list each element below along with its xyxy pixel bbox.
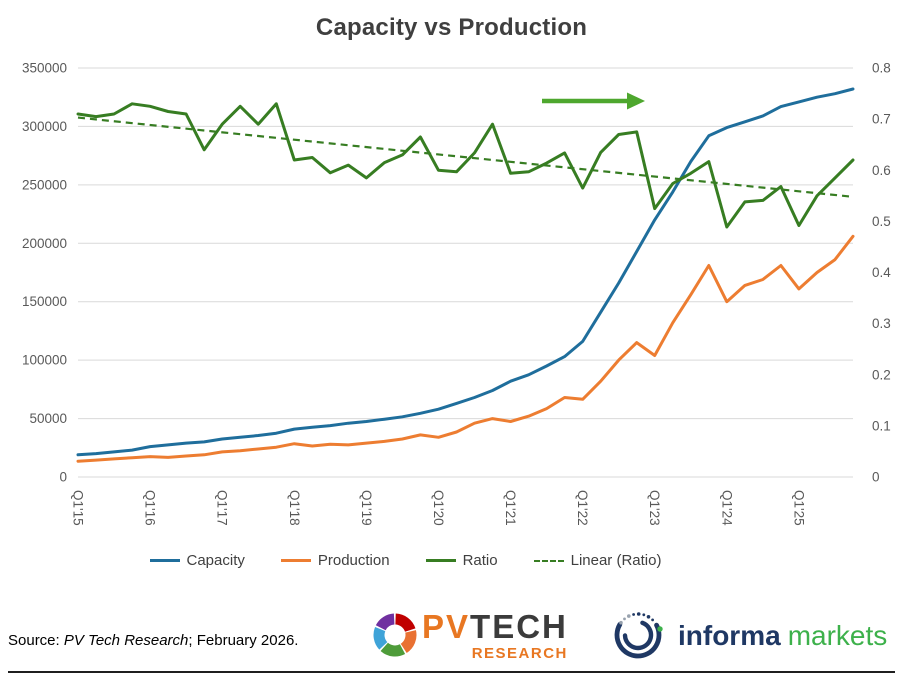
source-name: PV Tech Research xyxy=(63,632,189,649)
source-suffix: ; February 2026. xyxy=(188,632,299,649)
legend-item-ratio: Ratio xyxy=(425,552,498,569)
left-axis-tick-label: 50000 xyxy=(29,411,67,426)
legend-swatch-capacity xyxy=(149,559,180,562)
left-axis-tick-label: 150000 xyxy=(22,294,67,309)
x-axis-tick-label: Q1'15 xyxy=(71,490,86,526)
x-axis-tick-label: Q1'18 xyxy=(287,490,302,526)
source-prefix: Source: xyxy=(8,632,64,649)
pvtech-ring-segment xyxy=(375,613,395,631)
legend-label-capacity: Capacity xyxy=(186,552,245,569)
series-linear-ratio xyxy=(77,116,854,198)
legend-item-capacity: Capacity xyxy=(149,552,245,569)
x-axis-tick-label: Q1'24 xyxy=(719,490,734,526)
right-axis-tick-label: 0.2 xyxy=(872,367,891,382)
informa-dot xyxy=(632,613,635,616)
legend-swatch-ratio xyxy=(425,559,456,562)
informa-dot xyxy=(623,617,626,621)
chart-title: Capacity vs Production xyxy=(315,14,588,41)
pvtech-ring-segment xyxy=(373,626,388,650)
legend-item-production: Production xyxy=(280,552,390,569)
right-axis-tick-label: 0.8 xyxy=(872,61,891,76)
chart-legend: Capacity Production Ratio Linear (Ratio) xyxy=(0,552,857,569)
informa-dot xyxy=(646,615,651,619)
pvtech-tech-text: TECH xyxy=(470,608,568,645)
series-capacity xyxy=(76,87,855,457)
pvtech-ring-icon xyxy=(373,613,417,657)
series-production xyxy=(76,234,855,463)
legend-item-linear-ratio: Linear (Ratio) xyxy=(533,552,662,569)
pvtech-pv-text: PV xyxy=(422,608,471,645)
informa-outer-arc xyxy=(614,622,662,659)
informa-dot xyxy=(651,618,654,622)
x-axis-tick-label: Q1'16 xyxy=(143,490,158,526)
left-axis-tick-label: 0 xyxy=(59,470,67,485)
right-axis-tick-label: 0.5 xyxy=(872,214,891,229)
legend-label-production: Production xyxy=(317,552,390,569)
informa-text: informa xyxy=(678,620,781,651)
left-axis-tick-label: 250000 xyxy=(22,177,67,192)
left-axis-tick-label: 100000 xyxy=(22,353,67,368)
left-axis-tick-label: 350000 xyxy=(22,61,67,76)
markets-text: markets xyxy=(787,620,888,651)
source-note: Source: PV Tech Research; February 2026. xyxy=(8,632,298,649)
right-axis-tick-label: 0.4 xyxy=(872,265,891,280)
x-axis-tick-label: Q1'19 xyxy=(359,490,374,526)
informa-green-dot xyxy=(657,626,663,632)
informa-dot xyxy=(627,614,631,618)
pvtech-ring-segment xyxy=(394,613,416,633)
legend-swatch-linear-ratio xyxy=(533,559,564,562)
right-axis-tick-label: 0.1 xyxy=(872,418,891,433)
legend-label-linear-ratio: Linear (Ratio) xyxy=(570,552,662,569)
informa-dot xyxy=(636,612,641,616)
bottom-divider xyxy=(8,671,895,673)
x-axis-tick-label: Q1'17 xyxy=(215,490,230,526)
left-axis-tick-label: 300000 xyxy=(22,119,67,134)
x-axis-tick-label: Q1'20 xyxy=(431,490,446,526)
legend-label-ratio: Ratio xyxy=(462,552,498,569)
right-axis-tick-label: 0.6 xyxy=(872,163,891,178)
x-axis-tick-label: Q1'25 xyxy=(791,490,806,526)
x-axis-tick-label: Q1'22 xyxy=(575,490,590,526)
informa-wordmark: informa markets xyxy=(678,621,887,651)
trend-arrow-head-icon xyxy=(627,92,645,110)
left-axis-tick-label: 200000 xyxy=(22,236,67,251)
pvtech-ring-segment xyxy=(380,642,406,657)
pvtech-research-text: RESEARCH xyxy=(471,645,568,662)
pvtech-wordmark: PVTECH RESEARCH xyxy=(422,610,568,662)
informa-markets-logo: informa markets xyxy=(612,606,887,664)
right-axis-tick-label: 0.7 xyxy=(872,112,891,127)
series-ratio xyxy=(76,102,855,229)
informa-inner-arc xyxy=(622,620,654,651)
chart-svg: 0 50000 100000 150000 200000 250000 300000 3500… xyxy=(22,61,891,527)
legend-swatch-production xyxy=(280,559,311,562)
x-axis-tick-label: Q1'23 xyxy=(647,490,662,526)
informa-dot xyxy=(619,620,623,625)
right-axis-tick-label: 0.3 xyxy=(872,316,891,331)
right-axis-tick-label: 0 xyxy=(872,470,880,485)
informa-dot xyxy=(642,613,646,617)
pvtech-ring-segment xyxy=(400,630,417,654)
pvtech-logo: PVTECH RESEARCH xyxy=(372,604,568,662)
informa-swirl-icon xyxy=(614,612,663,659)
x-axis-tick-label: Q1'21 xyxy=(503,490,518,526)
